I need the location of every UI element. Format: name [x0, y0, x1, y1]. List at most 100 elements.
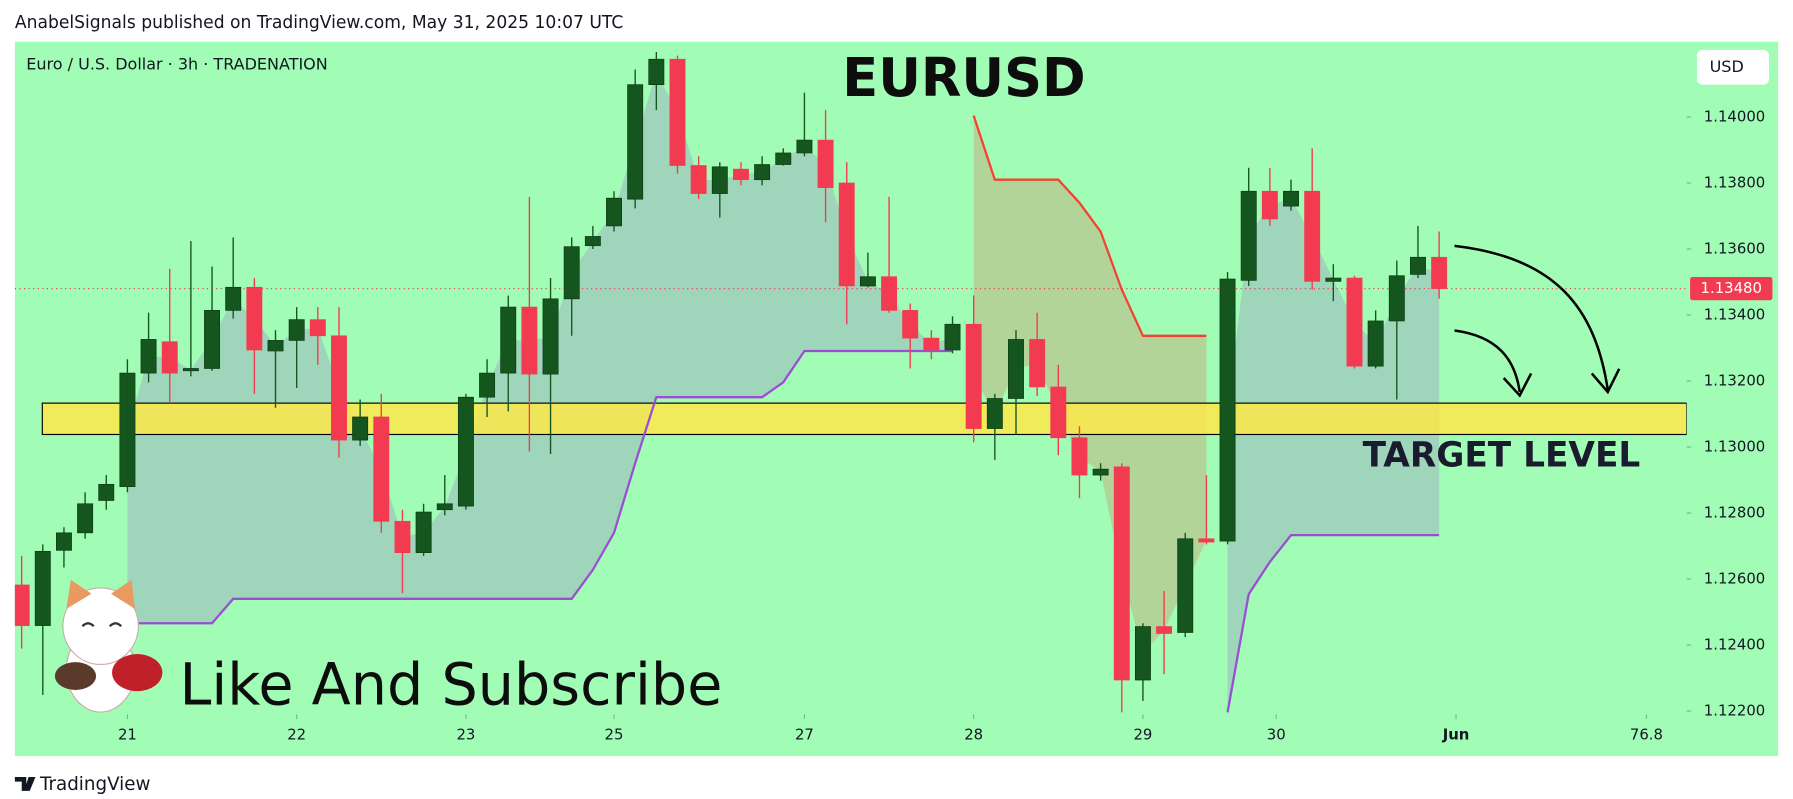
candle-body	[1410, 256, 1426, 275]
overlay: Euro / U.S. Dollar · 3h · TRADENATION EU…	[14, 48, 1769, 795]
plot-area	[14, 51, 1687, 713]
mascot	[54, 579, 163, 713]
footer-logo	[14, 776, 36, 791]
candle-body	[119, 372, 136, 487]
x-tick-label: 27	[795, 726, 814, 744]
candle-body	[521, 306, 538, 375]
currency-label[interactable]: USD	[1710, 57, 1744, 76]
y-tick-label: 1.12200	[1704, 701, 1765, 719]
mascot-cup	[112, 654, 163, 692]
candle-body	[1113, 466, 1130, 681]
candle-body	[1388, 275, 1405, 322]
x-tick-label: 23	[456, 726, 475, 744]
mascot-cup	[54, 662, 97, 690]
arrow	[1454, 244, 1609, 390]
candle-body	[373, 416, 390, 522]
candle-body	[965, 323, 982, 429]
candle-body	[1134, 626, 1151, 681]
current-price-box	[1690, 277, 1773, 301]
candle-body	[1177, 538, 1194, 633]
candle-body	[1008, 339, 1024, 399]
candle-body	[859, 276, 876, 287]
candle-body	[225, 286, 242, 311]
mascot-ear	[110, 579, 135, 609]
x-tick-label: 21	[118, 726, 137, 744]
y-tick-label: 1.12400	[1704, 635, 1765, 653]
arrow-head	[1502, 372, 1533, 398]
mascot-eyes	[81, 622, 123, 628]
target-zone	[41, 402, 1687, 436]
candle-body	[309, 319, 326, 337]
arrows	[1454, 244, 1621, 398]
y-tick-label: 1.13000	[1704, 437, 1765, 455]
candle-body	[1029, 339, 1046, 388]
candle-body	[352, 416, 369, 441]
candle-body	[732, 168, 749, 181]
candle-body	[14, 584, 30, 626]
candle-body	[1071, 437, 1088, 476]
candle-body	[923, 337, 940, 351]
candle-body	[1156, 626, 1173, 634]
candle-body	[754, 164, 771, 181]
x-tick-label: 29	[1133, 726, 1152, 744]
candle-body	[711, 166, 728, 194]
call-to-action: Like And Subscribe	[180, 651, 723, 718]
candle-body	[944, 323, 961, 351]
chart-title: EURUSD	[842, 48, 1085, 109]
mascot-ear	[66, 579, 92, 609]
x-tick-label: 28	[964, 726, 983, 744]
candle-body	[288, 319, 305, 341]
candle-body	[1219, 278, 1236, 542]
candle-body	[394, 520, 411, 553]
chart-area	[14, 41, 1779, 757]
candle-body	[77, 503, 94, 534]
candle-body	[246, 286, 263, 351]
current-price-label: 1.13480	[1701, 279, 1762, 297]
candle-body	[500, 306, 517, 374]
candle-body	[1283, 190, 1299, 207]
candle-body	[542, 298, 559, 375]
indicator-fill	[1227, 198, 1440, 713]
y-tick-label: 1.13800	[1704, 173, 1765, 191]
candle-body	[1367, 320, 1384, 367]
indicator-fill	[973, 115, 1207, 654]
candle-body	[1431, 256, 1448, 289]
currency-button[interactable]	[1696, 49, 1769, 85]
target-label: TARGET LEVEL	[1363, 435, 1641, 475]
publish-info: AnabelSignals published on TradingView.c…	[15, 13, 623, 33]
candle-body	[563, 246, 580, 300]
candle-body	[436, 503, 453, 511]
mascot-head	[62, 587, 139, 666]
footer-brand: TradingView	[39, 774, 150, 795]
candle-body	[817, 139, 834, 188]
x-tick-label: 76.8	[1630, 726, 1663, 744]
arrow-head	[1590, 368, 1621, 395]
y-tick-label: 1.13200	[1704, 371, 1765, 389]
candle-body	[55, 532, 72, 551]
candle-body	[1261, 190, 1278, 220]
symbol-info: Euro / U.S. Dollar · 3h · TRADENATION	[26, 54, 327, 73]
x-tick-label: 25	[605, 726, 624, 744]
logo-mark	[14, 776, 36, 791]
arrow	[1454, 329, 1521, 393]
candle-body	[838, 182, 855, 287]
y-tick-label: 1.13400	[1704, 305, 1765, 323]
x-tick-label: Jun	[1442, 726, 1470, 744]
candle-body	[1050, 386, 1067, 439]
candle-body	[204, 310, 221, 369]
candle-body	[881, 276, 898, 311]
candle-body	[1198, 538, 1215, 543]
y-tick-label: 1.13600	[1704, 239, 1765, 257]
candle-body	[606, 197, 622, 227]
y-tick-label: 1.14000	[1704, 107, 1765, 125]
candle-body	[1240, 190, 1257, 281]
candle-body	[161, 341, 178, 374]
y-tick-label: 1.12800	[1704, 503, 1765, 521]
candle-body	[690, 165, 707, 194]
candle-body	[415, 511, 432, 553]
indicator-fill	[127, 71, 953, 624]
candle-body	[1346, 277, 1363, 367]
candle-body	[140, 339, 157, 374]
